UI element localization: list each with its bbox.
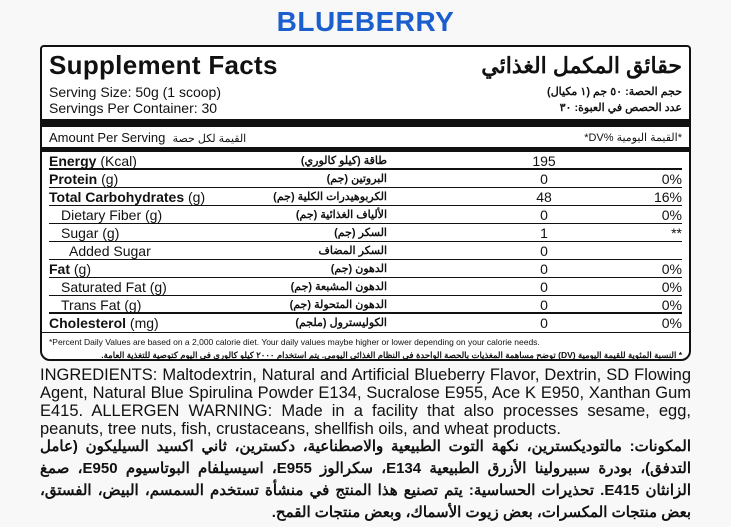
nutrient-row: Added Sugar السكر المضاف 0 (49, 242, 682, 260)
nutrient-row: Cholesterol (mg) الكوليسترول (ملجم) 0 0% (49, 314, 682, 332)
nutrient-row: Energy (Kcal) طاقة (كيلو كالوري) 195 (49, 152, 682, 170)
nutrient-name: Energy (Kcal) (49, 153, 137, 169)
nutrient-amount: 0 (540, 261, 548, 277)
nutrient-amount: 0 (540, 279, 548, 295)
servings-per-container-ar: عدد الحصص في العبوة: ٣٠ (559, 102, 682, 114)
nutrient-amount: 0 (540, 297, 548, 313)
nutrient-amount: 195 (532, 153, 556, 169)
ingredients-ar: المكونات: مالتوديكسترين، نكهة التوت الطب… (40, 438, 691, 521)
nutrient-dv: ** (671, 225, 682, 241)
nutrient-dv: 0% (661, 315, 682, 331)
divider (42, 119, 689, 127)
serving-size-en: Serving Size: 50g (1 scoop) (49, 84, 221, 100)
panel-title-ar: حقائق المكمل الغذائي (481, 52, 682, 78)
nutrient-name: Trans Fat (g) (61, 297, 142, 313)
footnote-en: *Percent Daily Values are based on a 2,0… (49, 337, 540, 347)
nutrient-name: Protein (g) (49, 171, 119, 187)
nutrient-amount: 48 (536, 189, 552, 205)
amount-per-serving-ar: القيمة لكل حصة (172, 132, 247, 145)
amount-per-serving-en: Amount Per Serving (49, 129, 166, 145)
nutrient-dv: 0% (661, 171, 682, 187)
nutrient-name: Saturated Fat (g) (61, 279, 167, 295)
nutrient-name-ar: الكوليسترول (ملجم) (295, 317, 387, 329)
nutrient-row: Dietary Fiber (g) الألياف الغذائية (جم) 0 0… (49, 206, 682, 224)
nutrient-dv: 0% (661, 279, 682, 295)
panel-title-en: Supplement Facts (49, 50, 278, 80)
nutrient-name-ar: الدهون المشبعة (جم) (290, 281, 387, 293)
nutrient-name-ar: السكر (جم) (334, 227, 387, 239)
serving-size-ar: حجم الحصة: ٥٠ جم (١ مكيال) (547, 86, 682, 98)
nutrient-row: Protein (g) البروتين (جم) 0 0% (49, 170, 682, 188)
nutrient-name: Fat (g) (49, 261, 92, 277)
nutrient-amount: 0 (540, 171, 548, 187)
nutrient-name-ar: الكربوهيدرات الكلية (جم) (273, 191, 387, 203)
nutrient-name-ar: الدهون (جم) (330, 263, 387, 275)
nutrient-dv: 16% (653, 189, 682, 205)
nutrient-name: Dietary Fiber (g) (61, 207, 163, 223)
nutrient-name-ar: السكر المضاف (318, 245, 387, 257)
nutrient-dv: 0% (661, 297, 682, 313)
product-title: BLUEBERRY (276, 6, 455, 37)
ingredients-en: INGREDIENTS: Maltodextrin, Natural and A… (40, 366, 691, 438)
nutrient-dv: 0% (661, 207, 682, 223)
nutrient-row: Total Carbohydrates (g) الكربوهيدرات الكل… (49, 188, 682, 206)
dv-header: *القيمة اليومية %DV* (584, 131, 682, 144)
nutrient-amount: 0 (540, 207, 548, 223)
nutrient-name: Cholesterol (mg) (49, 315, 159, 331)
nutrient-name: Sugar (g) (61, 225, 120, 241)
supplement-facts-panel: Supplement Facts حقائق المكمل الغذائي Se… (40, 45, 691, 361)
servings-per-container-en: Servings Per Container: 30 (49, 100, 218, 116)
footnote-ar: * النسبة المئوية للقيمة اليومية (DV) توض… (101, 350, 682, 360)
nutrient-name-ar: الألياف الغذائية (جم) (295, 209, 387, 221)
nutrient-amount: 0 (540, 315, 548, 331)
nutrient-row: Saturated Fat (g) الدهون المشبعة (جم) 0 0% (49, 278, 682, 296)
nutrient-name-ar: الدهون المتحولة (جم) (289, 299, 387, 311)
nutrient-dv: 0% (661, 261, 682, 277)
divider (42, 147, 689, 152)
nutrient-name: Added Sugar (69, 243, 151, 259)
nutrient-row: Sugar (g) السكر (جم) 1 ** (49, 224, 682, 242)
nutrient-name-ar: البروتين (جم) (326, 173, 387, 185)
nutrient-name-ar: طاقة (كيلو كالوري) (300, 155, 387, 167)
nutrient-row: Fat (g) الدهون (جم) 0 0% (49, 260, 682, 278)
nutrient-name: Total Carbohydrates (g) (49, 189, 206, 205)
nutrient-row: Trans Fat (g) الدهون المتحولة (جم) 0 0% (49, 296, 682, 314)
nutrient-amount: 1 (540, 225, 548, 241)
nutrient-amount: 0 (540, 243, 548, 259)
